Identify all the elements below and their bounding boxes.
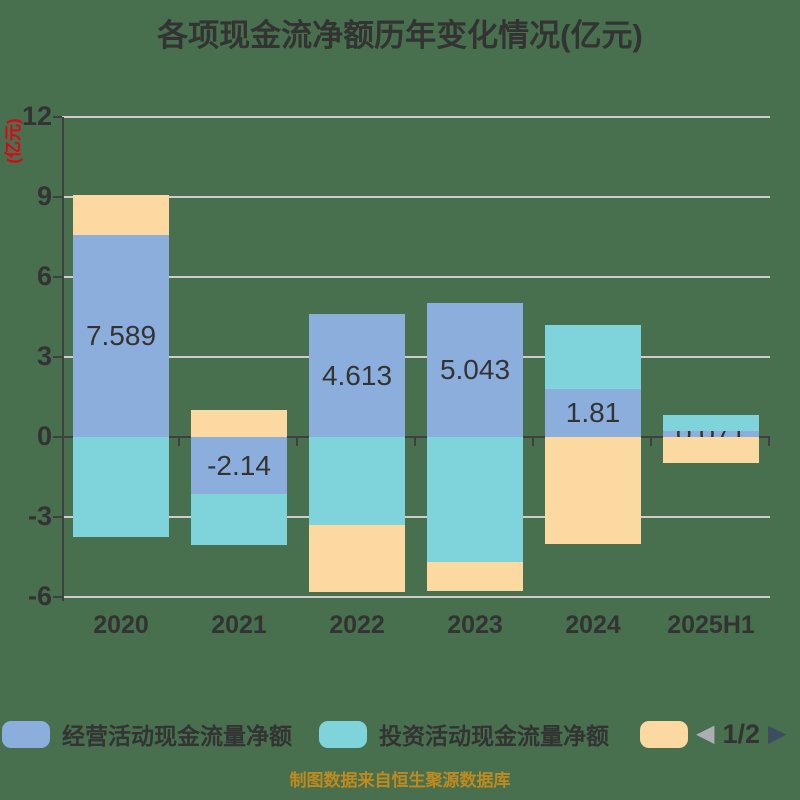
x-axis-tick (532, 437, 534, 446)
bar-value-label: 1.81 (565, 397, 621, 428)
data-source-note: 制图数据来自恒生聚源数据库 (289, 771, 511, 790)
gridline (62, 195, 770, 198)
x-axis-tick (178, 437, 180, 446)
bar-segment-2024-s0: 1.81 (545, 389, 641, 437)
x-axis-category-label: 2022 (329, 611, 385, 639)
legend-item-2[interactable] (640, 718, 688, 750)
legend-item-1[interactable]: 投资活动现金流量净额 (319, 718, 609, 750)
x-axis-category-label: 2021 (211, 611, 267, 639)
bar-segment-2025H1-s1 (663, 415, 759, 431)
legend-next-page-icon[interactable]: ▶ (768, 720, 787, 747)
legend-item-0[interactable]: 经营活动现金流量净额 (2, 718, 292, 750)
chart-title: 各项现金流净额历年变化情况(亿元) (157, 18, 643, 53)
y-axis-tick-label: 3 (36, 340, 52, 371)
bar-value-label: 4.613 (321, 359, 393, 391)
legend-swatch (319, 720, 367, 748)
x-axis-tick (296, 437, 298, 446)
gridline (62, 275, 770, 278)
gridline (62, 115, 770, 118)
bar-segment-2020-s2 (73, 195, 169, 235)
y-axis-tick (53, 355, 62, 358)
x-axis-category-label: 2024 (565, 611, 621, 639)
bar-value-label: 0.071 (676, 431, 746, 437)
legend-page-indicator: 1/2 (722, 718, 761, 749)
x-axis-category-label: 2025H1 (667, 611, 755, 639)
bar-segment-2020-s1 (73, 437, 169, 537)
y-axis-tick (53, 115, 62, 118)
bar-value-label: 5.043 (439, 354, 511, 385)
y-axis-tick (53, 516, 62, 518)
legend-label: 投资活动现金流量净额 (379, 723, 609, 749)
bar-segment-2022-s2 (309, 525, 405, 592)
legend: ◀ 1/2 ▶ 经营活动现金流量净额 投资活动现金流量净额 (0, 718, 800, 754)
legend-label: 经营活动现金流量净额 (62, 723, 292, 749)
x-axis-tick (768, 437, 770, 446)
bar-segment-2022-s1 (309, 437, 405, 525)
x-axis-line (62, 436, 770, 438)
y-axis-tick (53, 275, 62, 278)
x-axis-tick (650, 437, 652, 446)
legend-swatch (2, 720, 50, 748)
bar-segment-2024-s2 (545, 437, 641, 544)
y-axis-tick (53, 596, 62, 598)
y-axis-tick-label: 9 (36, 180, 52, 211)
bar-segment-2021-s1 (191, 494, 287, 545)
y-axis-line (62, 116, 64, 601)
bar-segment-2023-s1 (427, 437, 523, 562)
gridline (62, 516, 770, 518)
bar-value-label: -2.14 (207, 449, 271, 481)
legend-swatch (640, 720, 688, 748)
y-axis-tick-label: -3 (27, 501, 52, 531)
bar-segment-2021-s0: -2.14 (191, 437, 287, 494)
bar-segment-2025H1-s0: 0.071 (663, 431, 759, 437)
bar-segment-2025H1-s2 (663, 437, 759, 463)
y-axis-tick (53, 195, 62, 198)
gridline (62, 596, 770, 598)
x-axis-category-label: 2023 (447, 611, 503, 639)
gridline (62, 355, 770, 358)
bar-segment-2024-s1 (545, 325, 641, 389)
y-axis-tick-label: -6 (27, 581, 52, 611)
bar-segment-2021-s2 (191, 410, 287, 437)
x-axis-tick (414, 437, 416, 446)
y-axis-tick-label: 6 (36, 260, 52, 291)
legend-pagination: ◀ 1/2 ▶ (696, 718, 786, 750)
y-axis-tick (53, 436, 62, 438)
bar-segment-2020-s0: 7.589 (73, 235, 169, 437)
x-axis-category-label: 2020 (93, 611, 149, 639)
legend-prev-page-icon[interactable]: ◀ (696, 720, 715, 747)
y-axis-tick-label: 0 (36, 421, 52, 451)
y-axis-tick-label: 12 (21, 100, 52, 131)
bar-segment-2023-s0: 5.043 (427, 303, 523, 437)
bar-segment-2023-s2 (427, 562, 523, 591)
bar-segment-2022-s0: 4.613 (309, 314, 405, 437)
bar-value-label: 7.589 (85, 320, 157, 351)
